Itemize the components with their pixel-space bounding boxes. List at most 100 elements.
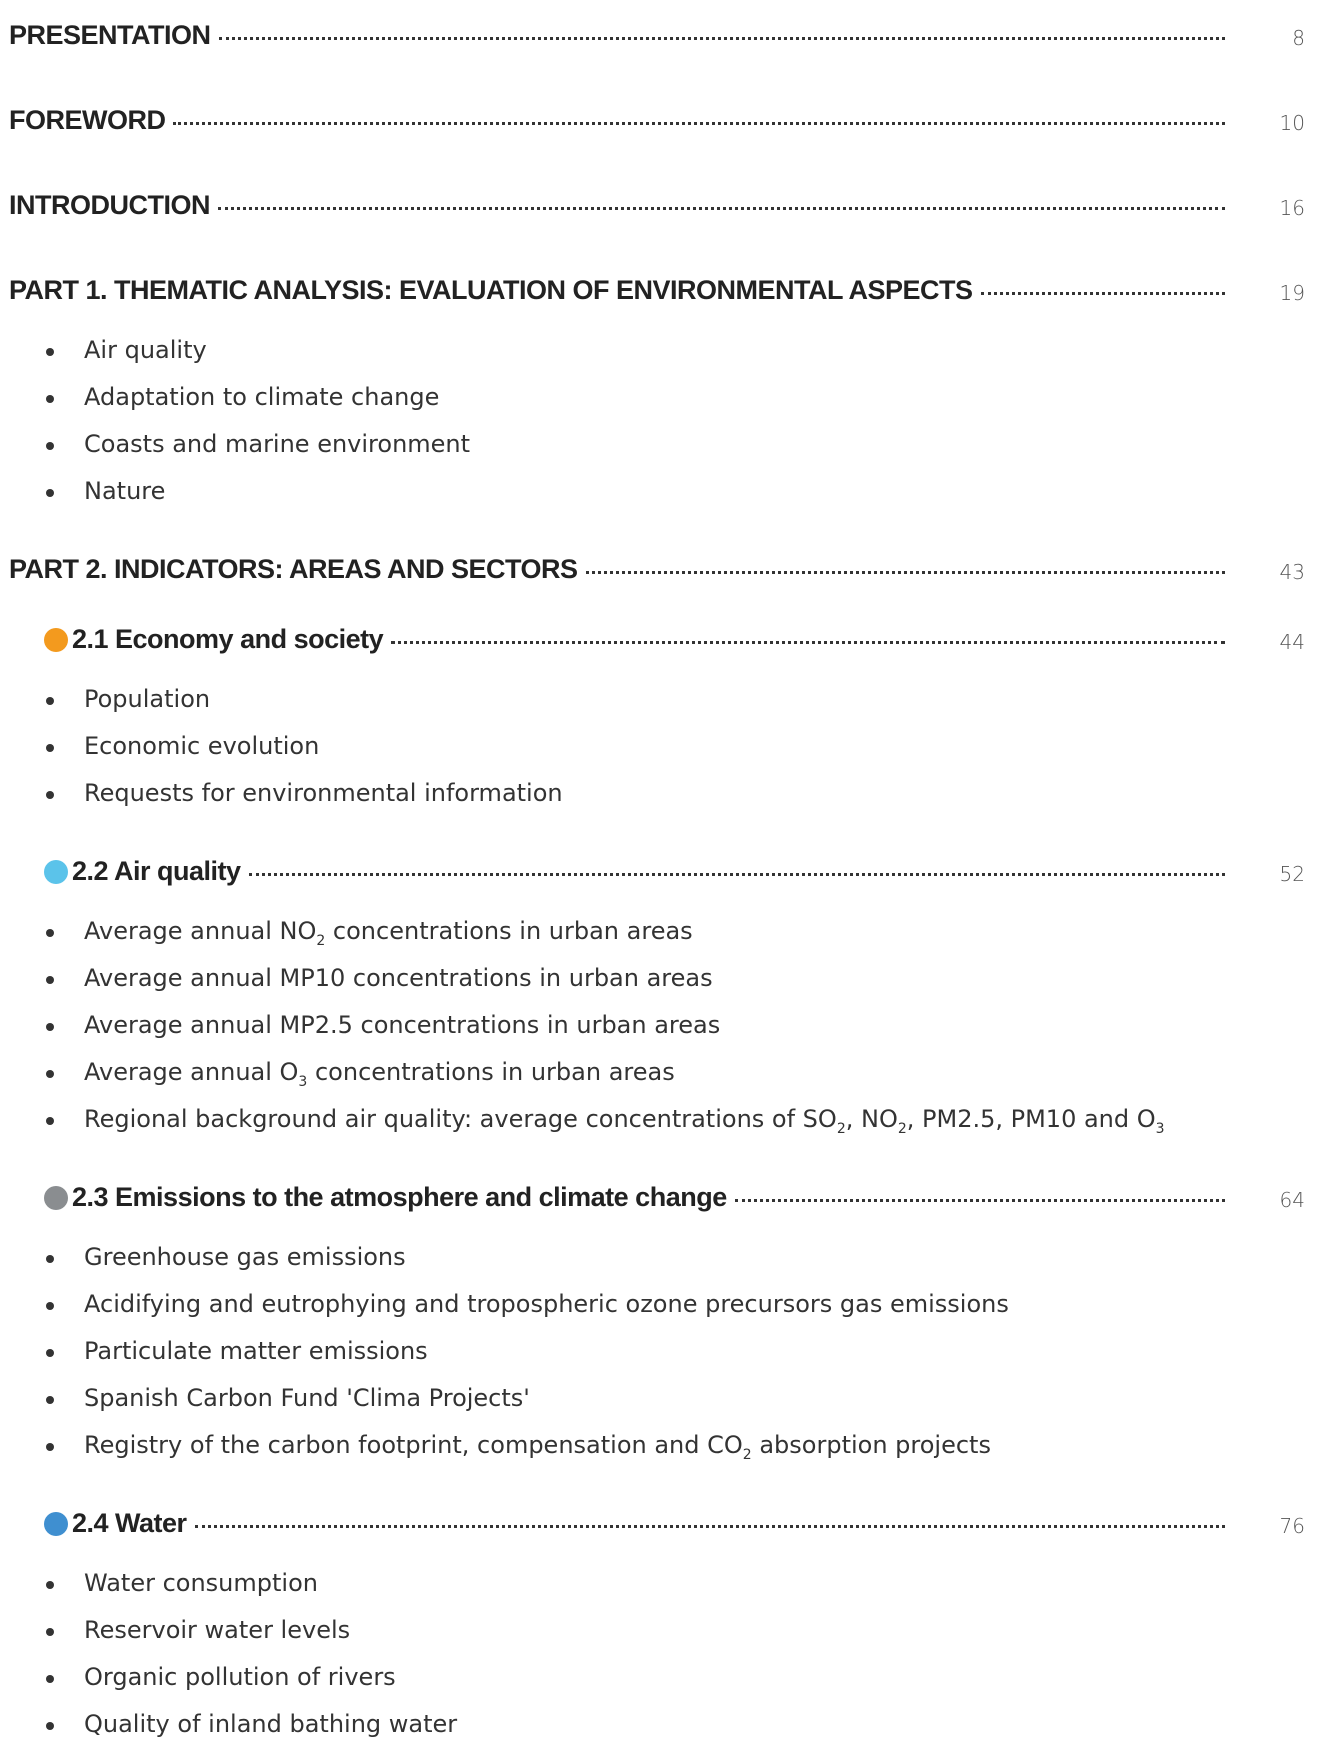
bullet bbox=[46, 1302, 54, 1310]
page-number: 64 bbox=[1279, 1188, 1305, 1212]
bullet bbox=[46, 395, 54, 403]
toc-item: Average annual NO2 concentrations in urb… bbox=[84, 917, 693, 949]
dot-leader bbox=[218, 37, 1225, 40]
heading-title: INTRODUCTION bbox=[9, 190, 210, 220]
bullet bbox=[46, 1675, 54, 1683]
heading-title: 2.4 Water bbox=[72, 1508, 187, 1538]
subscript: 2 bbox=[742, 1446, 752, 1463]
toc-heading: INTRODUCTION bbox=[9, 190, 1225, 224]
bullet bbox=[46, 791, 54, 799]
toc-item: Water consumption bbox=[84, 1569, 318, 1597]
bullet bbox=[46, 744, 54, 752]
bullet bbox=[46, 1396, 54, 1404]
bullet bbox=[46, 1581, 54, 1589]
bullet bbox=[46, 489, 54, 497]
heading-title: PART 2. INDICATORS: AREAS AND SECTORS bbox=[9, 554, 578, 584]
item-text: Spanish Carbon Fund 'Clima Projects' bbox=[84, 1384, 530, 1412]
toc-item: Population bbox=[84, 685, 210, 713]
item-text: Particulate matter emissions bbox=[84, 1337, 428, 1365]
bullet bbox=[46, 1023, 54, 1031]
item-text: , NO bbox=[845, 1105, 898, 1133]
item-text: Greenhouse gas emissions bbox=[84, 1243, 406, 1271]
bullet bbox=[46, 697, 54, 705]
toc-heading: 2.4 Water bbox=[72, 1508, 1225, 1542]
item-text: Population bbox=[84, 685, 211, 713]
page-number: 8 bbox=[1292, 26, 1305, 50]
toc-heading: 2.3 Emissions to the atmosphere and clim… bbox=[72, 1182, 1225, 1216]
item-text: Average annual NO bbox=[84, 917, 317, 945]
toc-item: Quality of inland bathing water bbox=[84, 1710, 457, 1738]
toc-item: Average annual MP2.5 concentrations in u… bbox=[84, 1011, 720, 1039]
toc-item: Acidifying and eutrophying and troposphe… bbox=[84, 1290, 1009, 1318]
toc-item: Reservoir water levels bbox=[84, 1616, 350, 1644]
heading-title: PART 1. THEMATIC ANALYSIS: EVALUATION OF… bbox=[9, 275, 973, 305]
bullet bbox=[46, 1722, 54, 1730]
item-text: Average annual MP2.5 concentrations in u… bbox=[84, 1011, 721, 1039]
item-text: Organic pollution of rivers bbox=[84, 1663, 396, 1691]
section-icon bbox=[44, 1512, 68, 1536]
item-text: , PM2.5, PM10 and O bbox=[906, 1105, 1156, 1133]
dot-leader bbox=[173, 122, 1225, 125]
toc-heading: FOREWORD bbox=[9, 105, 1225, 139]
heading-title: 2.3 Emissions to the atmosphere and clim… bbox=[72, 1182, 727, 1212]
page-number: 43 bbox=[1279, 560, 1305, 584]
dot-leader bbox=[980, 292, 1225, 295]
item-text: Reservoir water levels bbox=[84, 1616, 351, 1644]
toc-item: Regional background air quality: average… bbox=[84, 1105, 1165, 1137]
toc-heading: PART 1. THEMATIC ANALYSIS: EVALUATION OF… bbox=[9, 275, 1225, 309]
item-text: Water consumption bbox=[84, 1569, 318, 1597]
item-text: Quality of inland bathing water bbox=[84, 1710, 458, 1738]
bullet bbox=[46, 1255, 54, 1263]
bullet bbox=[46, 976, 54, 984]
subscript: 3 bbox=[298, 1073, 308, 1090]
toc-item: Average annual O3 concentrations in urba… bbox=[84, 1058, 675, 1090]
bullet bbox=[46, 1349, 54, 1357]
toc-item: Coasts and marine environment bbox=[84, 430, 470, 458]
page-number: 19 bbox=[1279, 281, 1305, 305]
item-text: Air quality bbox=[84, 336, 207, 364]
page-number: 44 bbox=[1279, 630, 1305, 654]
toc-item: Air quality bbox=[84, 336, 207, 364]
toc-item: Economic evolution bbox=[84, 732, 319, 760]
item-text: Acidifying and eutrophying and troposphe… bbox=[84, 1290, 1009, 1318]
heading-title: 2.1 Economy and society bbox=[72, 624, 384, 654]
dot-leader bbox=[217, 207, 1225, 210]
dot-leader bbox=[194, 1525, 1225, 1528]
item-text: concentrations in urban areas bbox=[307, 1058, 675, 1086]
subscript: 2 bbox=[316, 932, 326, 949]
bullet bbox=[46, 929, 54, 937]
bullet bbox=[46, 1443, 54, 1451]
item-text: concentrations in urban areas bbox=[325, 917, 693, 945]
page-number: 16 bbox=[1279, 196, 1305, 220]
item-text: Economic evolution bbox=[84, 732, 320, 760]
heading-title: PRESENTATION bbox=[9, 20, 211, 50]
dot-leader bbox=[585, 571, 1225, 574]
toc-item: Requests for environmental information bbox=[84, 779, 563, 807]
page-number: 10 bbox=[1279, 111, 1305, 135]
item-text: Registry of the carbon footprint, compen… bbox=[84, 1431, 743, 1459]
item-text: Adaptation to climate change bbox=[84, 383, 440, 411]
toc-item: Spanish Carbon Fund 'Clima Projects' bbox=[84, 1384, 530, 1412]
toc-item: Greenhouse gas emissions bbox=[84, 1243, 406, 1271]
item-text: Average annual MP10 concentrations in ur… bbox=[84, 964, 713, 992]
toc-item: Nature bbox=[84, 477, 165, 505]
toc-heading: PRESENTATION bbox=[9, 20, 1225, 54]
subscript: 3 bbox=[1155, 1120, 1165, 1137]
toc-heading: 2.1 Economy and society bbox=[72, 624, 1225, 658]
section-icon bbox=[44, 860, 68, 884]
dot-leader bbox=[391, 641, 1225, 644]
bullet bbox=[46, 1628, 54, 1636]
item-text: Requests for environmental information bbox=[84, 779, 563, 807]
toc-heading: 2.2 Air quality bbox=[72, 856, 1225, 890]
item-text: Average annual O bbox=[84, 1058, 299, 1086]
item-text: Nature bbox=[84, 477, 166, 505]
toc-heading: PART 2. INDICATORS: AREAS AND SECTORS bbox=[9, 554, 1225, 588]
item-text: absorption projects bbox=[751, 1431, 991, 1459]
section-icon bbox=[44, 1186, 68, 1210]
section-icon bbox=[44, 628, 68, 652]
bullet bbox=[46, 442, 54, 450]
item-text: Regional background air quality: average… bbox=[84, 1105, 837, 1133]
page-number: 52 bbox=[1279, 862, 1305, 886]
bullet bbox=[46, 1117, 54, 1125]
